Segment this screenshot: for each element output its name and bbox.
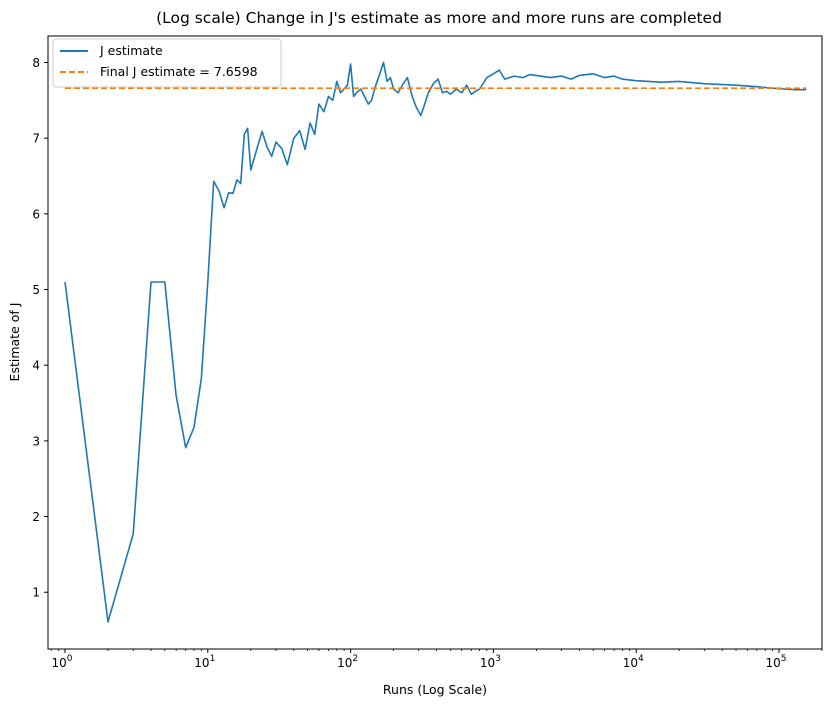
y-axis: 1 2 3 4 5 6 7 8 (32, 56, 48, 600)
plot-frame (47, 35, 823, 650)
y-tick-label: 6 (32, 207, 40, 221)
y-axis-label: Estimate of J (7, 303, 22, 382)
y-tick-label: 1 (32, 586, 40, 600)
x-tick-label: 103 (480, 654, 501, 670)
chart-title: (Log scale) Change in J's estimate as mo… (156, 9, 722, 27)
x-tick-label: 100 (52, 654, 73, 670)
y-tick-label: 5 (32, 283, 40, 297)
y-tick-label: 7 (32, 132, 40, 146)
y-tick-label: 3 (32, 434, 40, 448)
legend-box (52, 38, 282, 88)
legend: J estimate Final J estimate = 7.6598 (52, 38, 282, 88)
x-tick-label: 102 (337, 654, 358, 670)
y-tick-label: 8 (32, 56, 40, 70)
series-line-0 (64, 61, 807, 623)
legend-label-j-estimate: J estimate (99, 43, 163, 58)
x-tick-label: 104 (623, 654, 644, 670)
y-tick-label: 4 (32, 359, 40, 373)
legend-label-final-estimate: Final J estimate = 7.6598 (100, 64, 258, 79)
y-tick-label: 2 (32, 510, 40, 524)
x-axis-label: Runs (Log Scale) (383, 682, 487, 697)
x-axis: 100 101 102 103 104 105 (50, 649, 823, 670)
x-tick-label: 101 (194, 654, 215, 670)
series-layer (64, 61, 807, 623)
x-tick-label: 105 (766, 654, 787, 670)
